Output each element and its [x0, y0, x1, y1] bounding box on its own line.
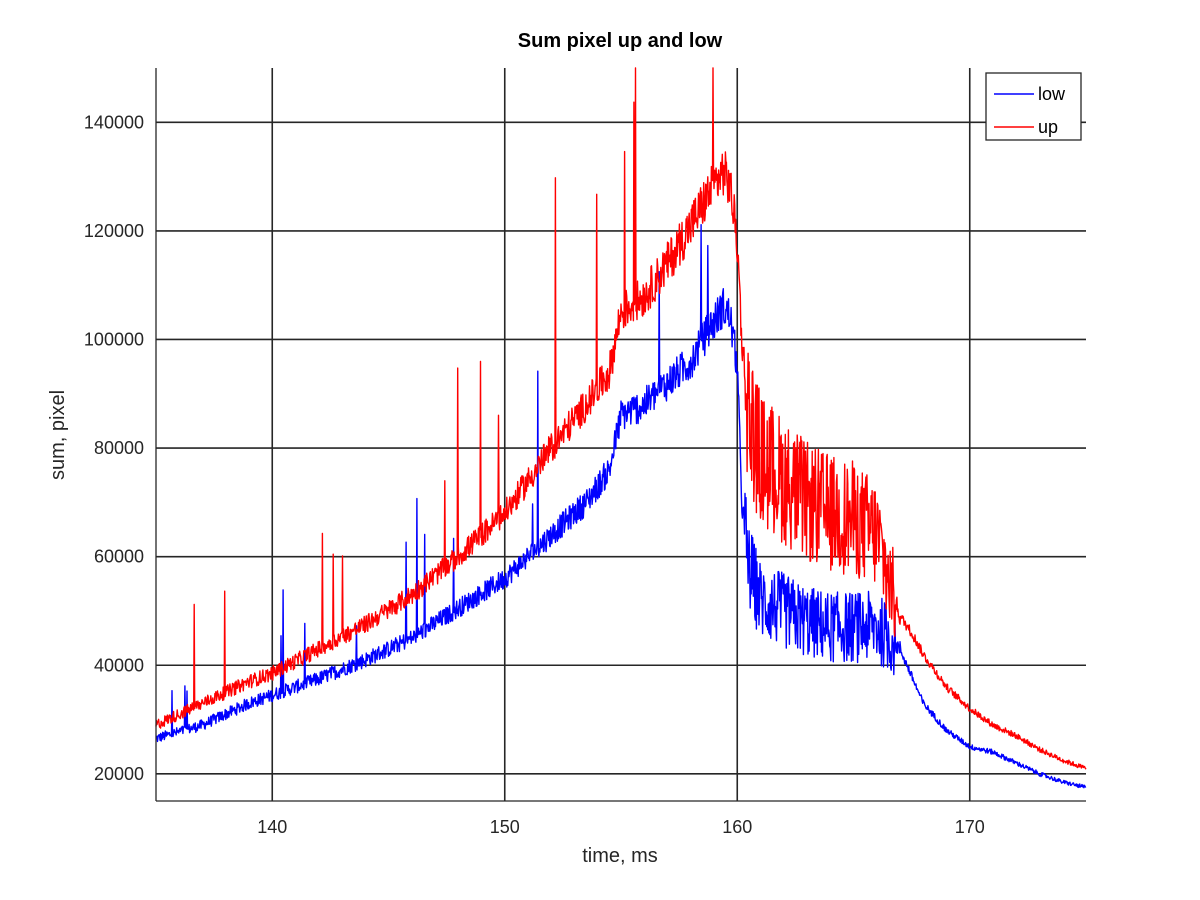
y-tick-label: 40000 [94, 655, 144, 675]
axes [155, 68, 1086, 802]
y-tick-label: 120000 [84, 221, 144, 241]
x-tick-label: 140 [257, 817, 287, 837]
y-tick-label: 100000 [84, 329, 144, 349]
y-axis-label: sum, pixel [47, 390, 69, 480]
grid [156, 68, 1086, 801]
x-axis-label: time, ms [582, 845, 658, 867]
x-tick-label: 160 [722, 817, 752, 837]
legend: low up [985, 72, 1082, 141]
legend-label-low: low [1038, 84, 1066, 104]
y-tick-label: 60000 [94, 547, 144, 567]
series-line-low [155, 224, 1087, 789]
y-tick-label: 80000 [94, 438, 144, 458]
y-tick-label: 140000 [84, 112, 144, 132]
series-line-up [155, 67, 1087, 770]
x-tick-label: 150 [490, 817, 520, 837]
legend-label-up: up [1038, 117, 1058, 137]
y-tick-label: 20000 [94, 764, 144, 784]
legend-box [985, 72, 1082, 141]
chart-title: Sum pixel up and low [518, 30, 723, 52]
x-tick-label: 170 [955, 817, 985, 837]
series-layer [155, 67, 1087, 789]
tick-labels: 140 150 160 170 20000 40000 60000 80000 100000 12… [84, 112, 985, 837]
